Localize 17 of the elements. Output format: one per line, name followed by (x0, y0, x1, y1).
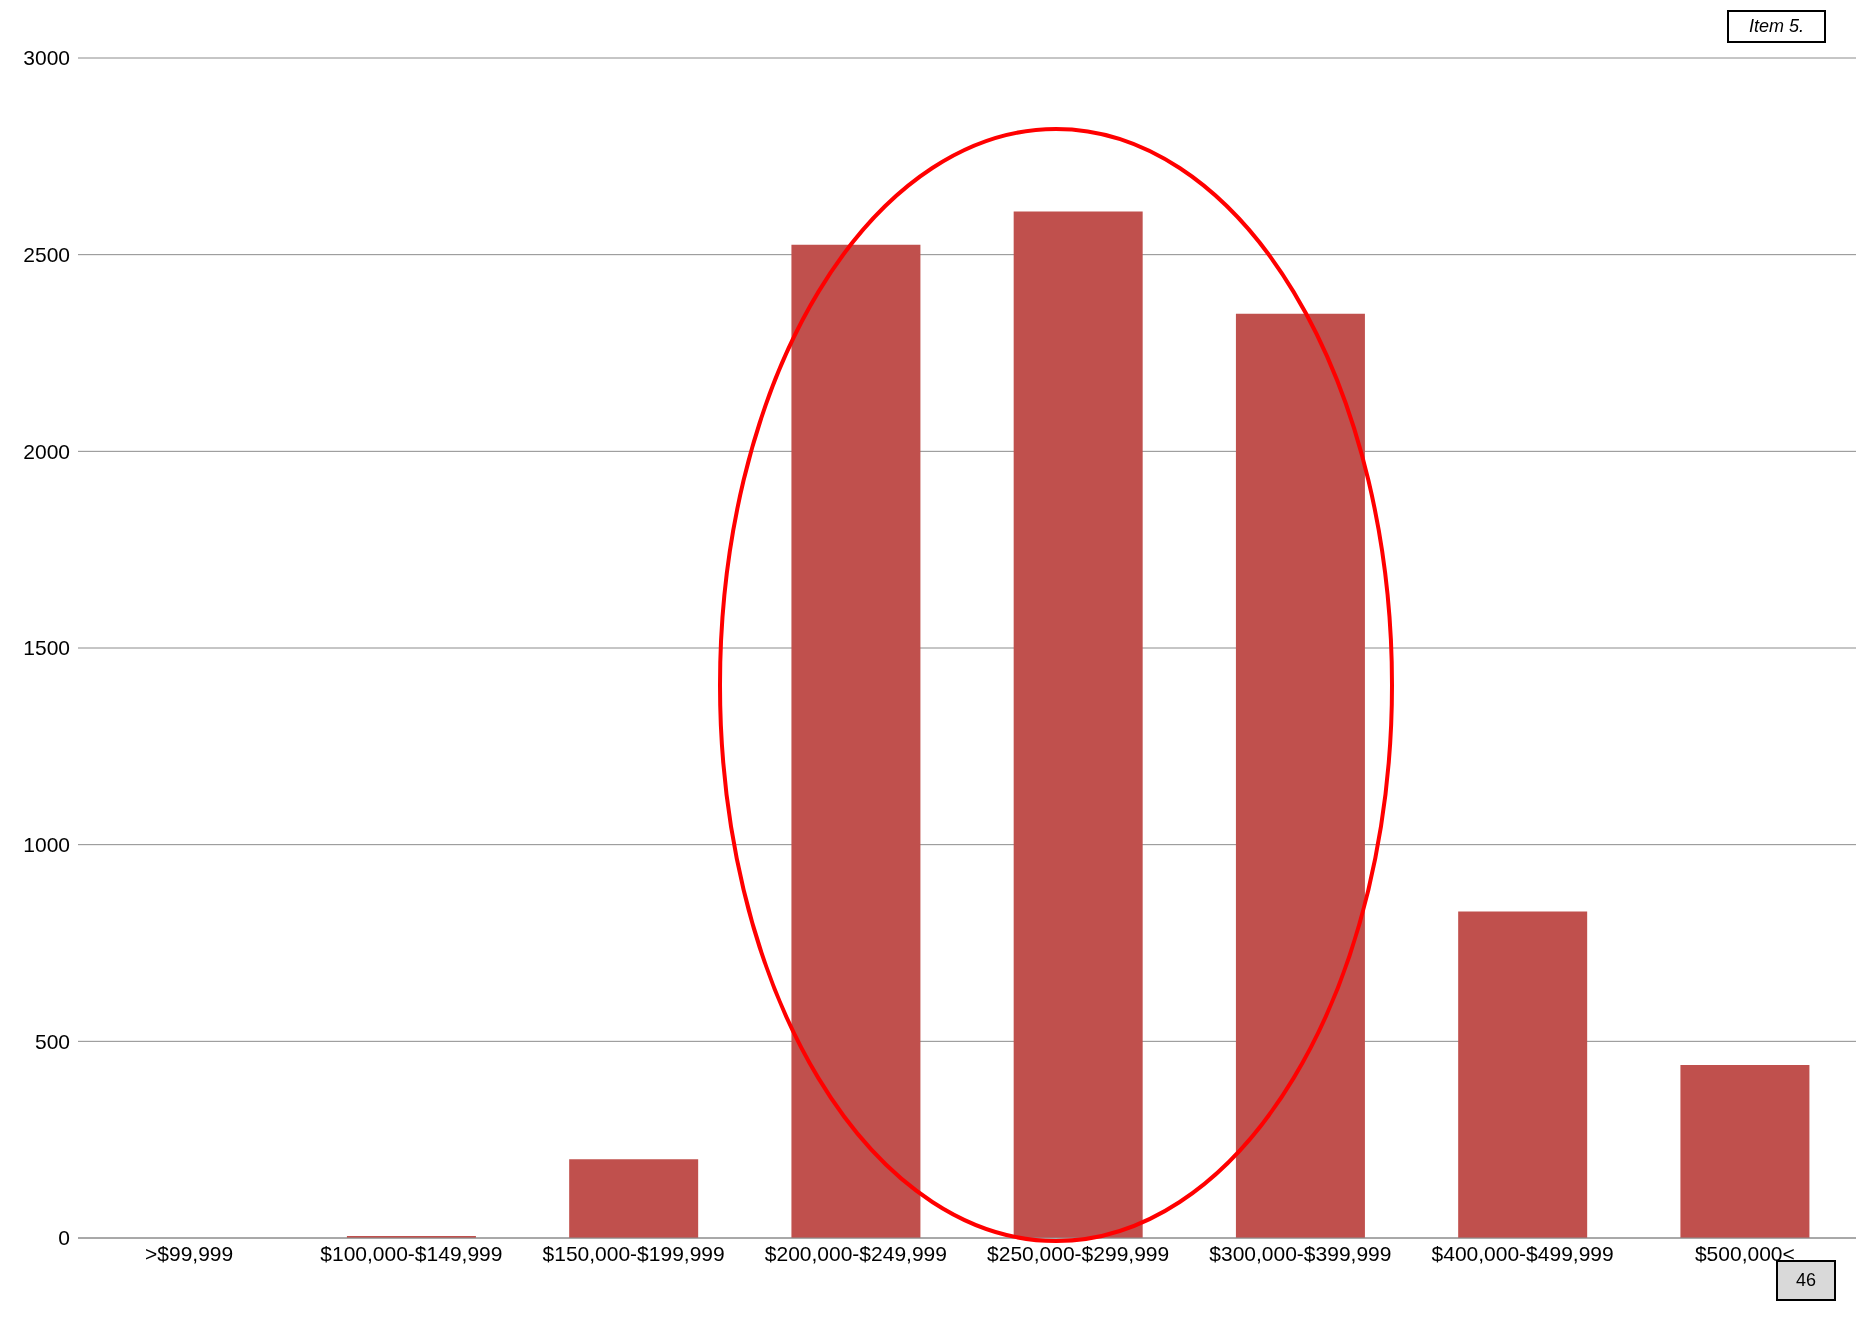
y-tick-label: 2500 (23, 243, 70, 267)
x-tick-label: >$99,999 (145, 1241, 234, 1265)
y-tick-label: 0 (58, 1226, 70, 1250)
text: 46 (1795, 1270, 1816, 1290)
y-tick-label: 2000 (23, 439, 70, 463)
y-tick-label: 1500 (23, 636, 70, 660)
x-tick-label: $100,000-$149,999 (320, 1241, 503, 1265)
x-tick-label: $150,000-$199,999 (542, 1241, 725, 1265)
y-tick-label: 1000 (23, 833, 70, 857)
y-tick-label: 500 (34, 1029, 70, 1053)
x-tick-label: $400,000-$499,999 (1431, 1241, 1614, 1265)
y-tick-label: 3000 (23, 46, 70, 70)
text: Item 5. (1726, 10, 1826, 43)
x-tick-label: $500,000< (1694, 1241, 1795, 1265)
x-tick-label: $250,000-$299,999 (987, 1241, 1170, 1265)
x-tick-label: $200,000-$249,999 (764, 1241, 947, 1265)
x-tick-label: $300,000-$399,999 (1209, 1241, 1392, 1265)
